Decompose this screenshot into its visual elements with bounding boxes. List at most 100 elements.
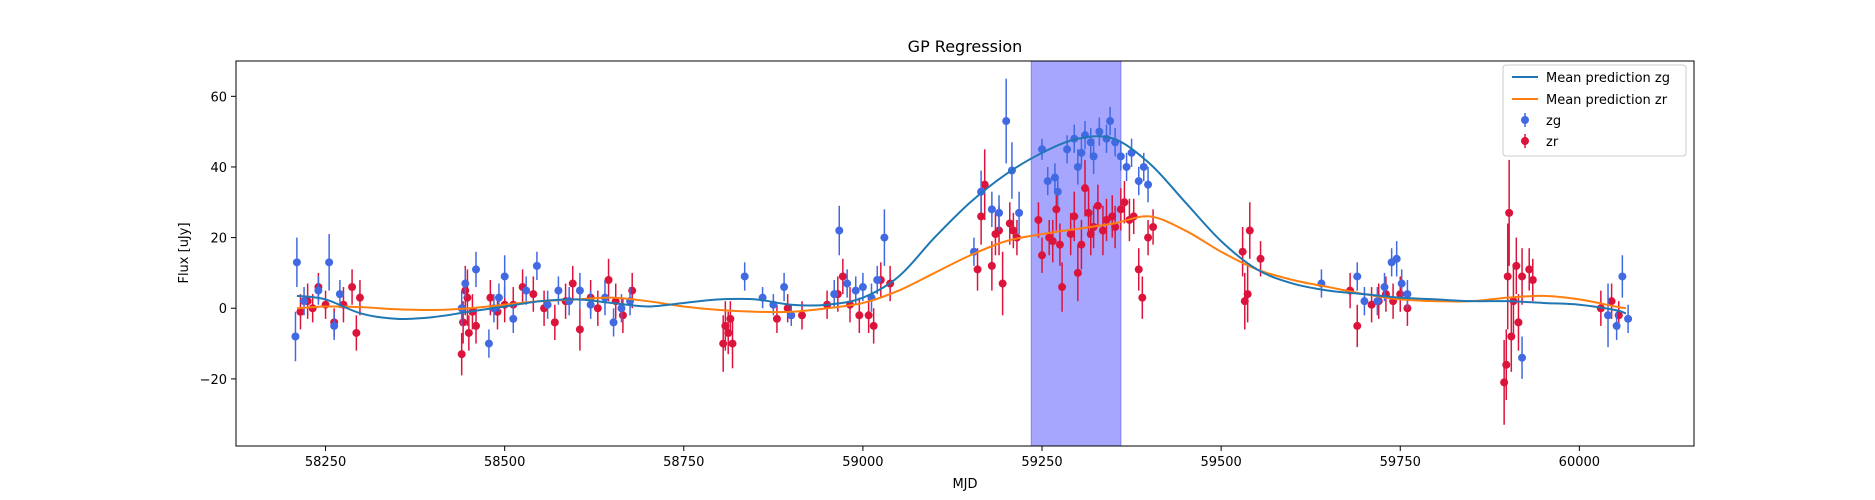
zr-marker xyxy=(977,212,986,221)
zg-point xyxy=(1002,78,1011,164)
zg-point xyxy=(500,255,509,298)
legend-marker-zr xyxy=(1521,137,1529,145)
zg-marker xyxy=(1073,162,1082,171)
zr-marker xyxy=(1353,321,1362,330)
zg-point xyxy=(1618,255,1627,298)
zr-marker xyxy=(486,293,495,302)
zr-marker xyxy=(472,321,481,330)
zr-point xyxy=(1034,202,1043,238)
zg-marker xyxy=(1063,145,1072,154)
zg-marker xyxy=(494,293,503,302)
zr-marker xyxy=(618,311,627,320)
zg-point xyxy=(1360,287,1369,316)
zg-marker xyxy=(1612,321,1621,330)
mean-prediction-zr-line xyxy=(296,215,1627,314)
zr-marker xyxy=(1138,293,1147,302)
zr-marker xyxy=(1111,223,1120,232)
zg-marker xyxy=(873,275,882,284)
zg-point xyxy=(1015,191,1024,235)
zg-marker xyxy=(314,286,323,295)
zr-point xyxy=(457,332,466,376)
zg-marker xyxy=(858,283,867,292)
zr-point xyxy=(1070,191,1079,242)
zr-point xyxy=(472,308,481,344)
zr-marker xyxy=(1528,275,1537,284)
chart-title: GP Regression xyxy=(908,37,1023,56)
zg-marker xyxy=(1360,297,1369,306)
zg-marker xyxy=(509,314,518,323)
zr-marker xyxy=(1243,290,1252,299)
zg-point xyxy=(987,191,996,228)
zg-marker xyxy=(987,205,996,214)
zg-marker xyxy=(995,208,1004,217)
zg-marker xyxy=(1353,272,1362,281)
zg-marker xyxy=(851,286,860,295)
zg-marker xyxy=(780,283,789,292)
zr-marker xyxy=(1093,201,1102,210)
zg-point xyxy=(1134,166,1143,196)
zr-point xyxy=(1245,202,1254,259)
zg-marker xyxy=(1518,353,1527,362)
x-axis-label: MJD xyxy=(952,477,977,492)
zr-point xyxy=(1066,212,1075,256)
y-tick-label: 0 xyxy=(219,302,227,317)
zr-marker xyxy=(783,304,792,313)
zr-marker xyxy=(1116,205,1125,214)
zr-marker xyxy=(1514,318,1523,327)
zr-marker xyxy=(1256,254,1265,263)
zg-point xyxy=(873,265,882,295)
zr-marker xyxy=(1070,212,1079,221)
zr-point xyxy=(1120,181,1129,224)
zg-point xyxy=(835,205,844,256)
zr-marker xyxy=(798,311,807,320)
zr-marker xyxy=(838,272,847,281)
zg-marker xyxy=(330,321,339,330)
zg-marker xyxy=(1089,152,1098,161)
zr-point xyxy=(1607,283,1616,319)
zg-marker xyxy=(543,300,552,309)
zg-marker xyxy=(1624,314,1633,323)
zr-point xyxy=(1144,219,1153,256)
zg-marker xyxy=(1139,162,1148,171)
zr-marker xyxy=(772,314,781,323)
zg-point xyxy=(1122,152,1131,182)
zg-point xyxy=(532,251,541,280)
zg-marker xyxy=(472,265,481,274)
zg-marker xyxy=(1397,279,1406,288)
zr-point xyxy=(1073,244,1082,302)
zr-marker xyxy=(1052,205,1061,214)
zr-point xyxy=(1005,202,1014,245)
zg-marker xyxy=(300,297,309,306)
zr-point xyxy=(1502,329,1511,401)
zr-marker xyxy=(1240,297,1249,306)
zr-marker xyxy=(575,325,584,334)
zg-marker xyxy=(830,290,839,299)
y-tick-label: 60 xyxy=(210,90,227,105)
zg-point xyxy=(1353,262,1362,291)
zr-point xyxy=(864,297,873,333)
zr-point xyxy=(973,248,982,291)
zg-marker xyxy=(1077,148,1086,157)
zr-marker xyxy=(352,328,361,337)
zg-point xyxy=(1116,142,1125,171)
zr-point xyxy=(1138,276,1147,319)
zr-point xyxy=(1108,195,1117,238)
zg-point xyxy=(335,279,344,309)
zg-marker xyxy=(787,311,796,320)
legend-label-zr: zr xyxy=(1546,135,1559,150)
zr-marker xyxy=(1098,226,1107,235)
zr-marker xyxy=(1077,240,1086,249)
zr-point xyxy=(728,318,737,369)
zr-marker xyxy=(355,293,364,302)
zg-marker xyxy=(1043,177,1052,186)
y-tick-label: −20 xyxy=(200,373,227,388)
zr-marker xyxy=(1149,223,1158,232)
zg-point xyxy=(880,209,889,266)
zr-marker xyxy=(864,311,873,320)
zg-point xyxy=(780,272,789,302)
zg-marker xyxy=(1086,138,1095,147)
zg-point xyxy=(609,308,618,337)
legend: Mean prediction zg Mean prediction zr zg… xyxy=(1502,64,1687,157)
zg-marker xyxy=(554,286,563,295)
